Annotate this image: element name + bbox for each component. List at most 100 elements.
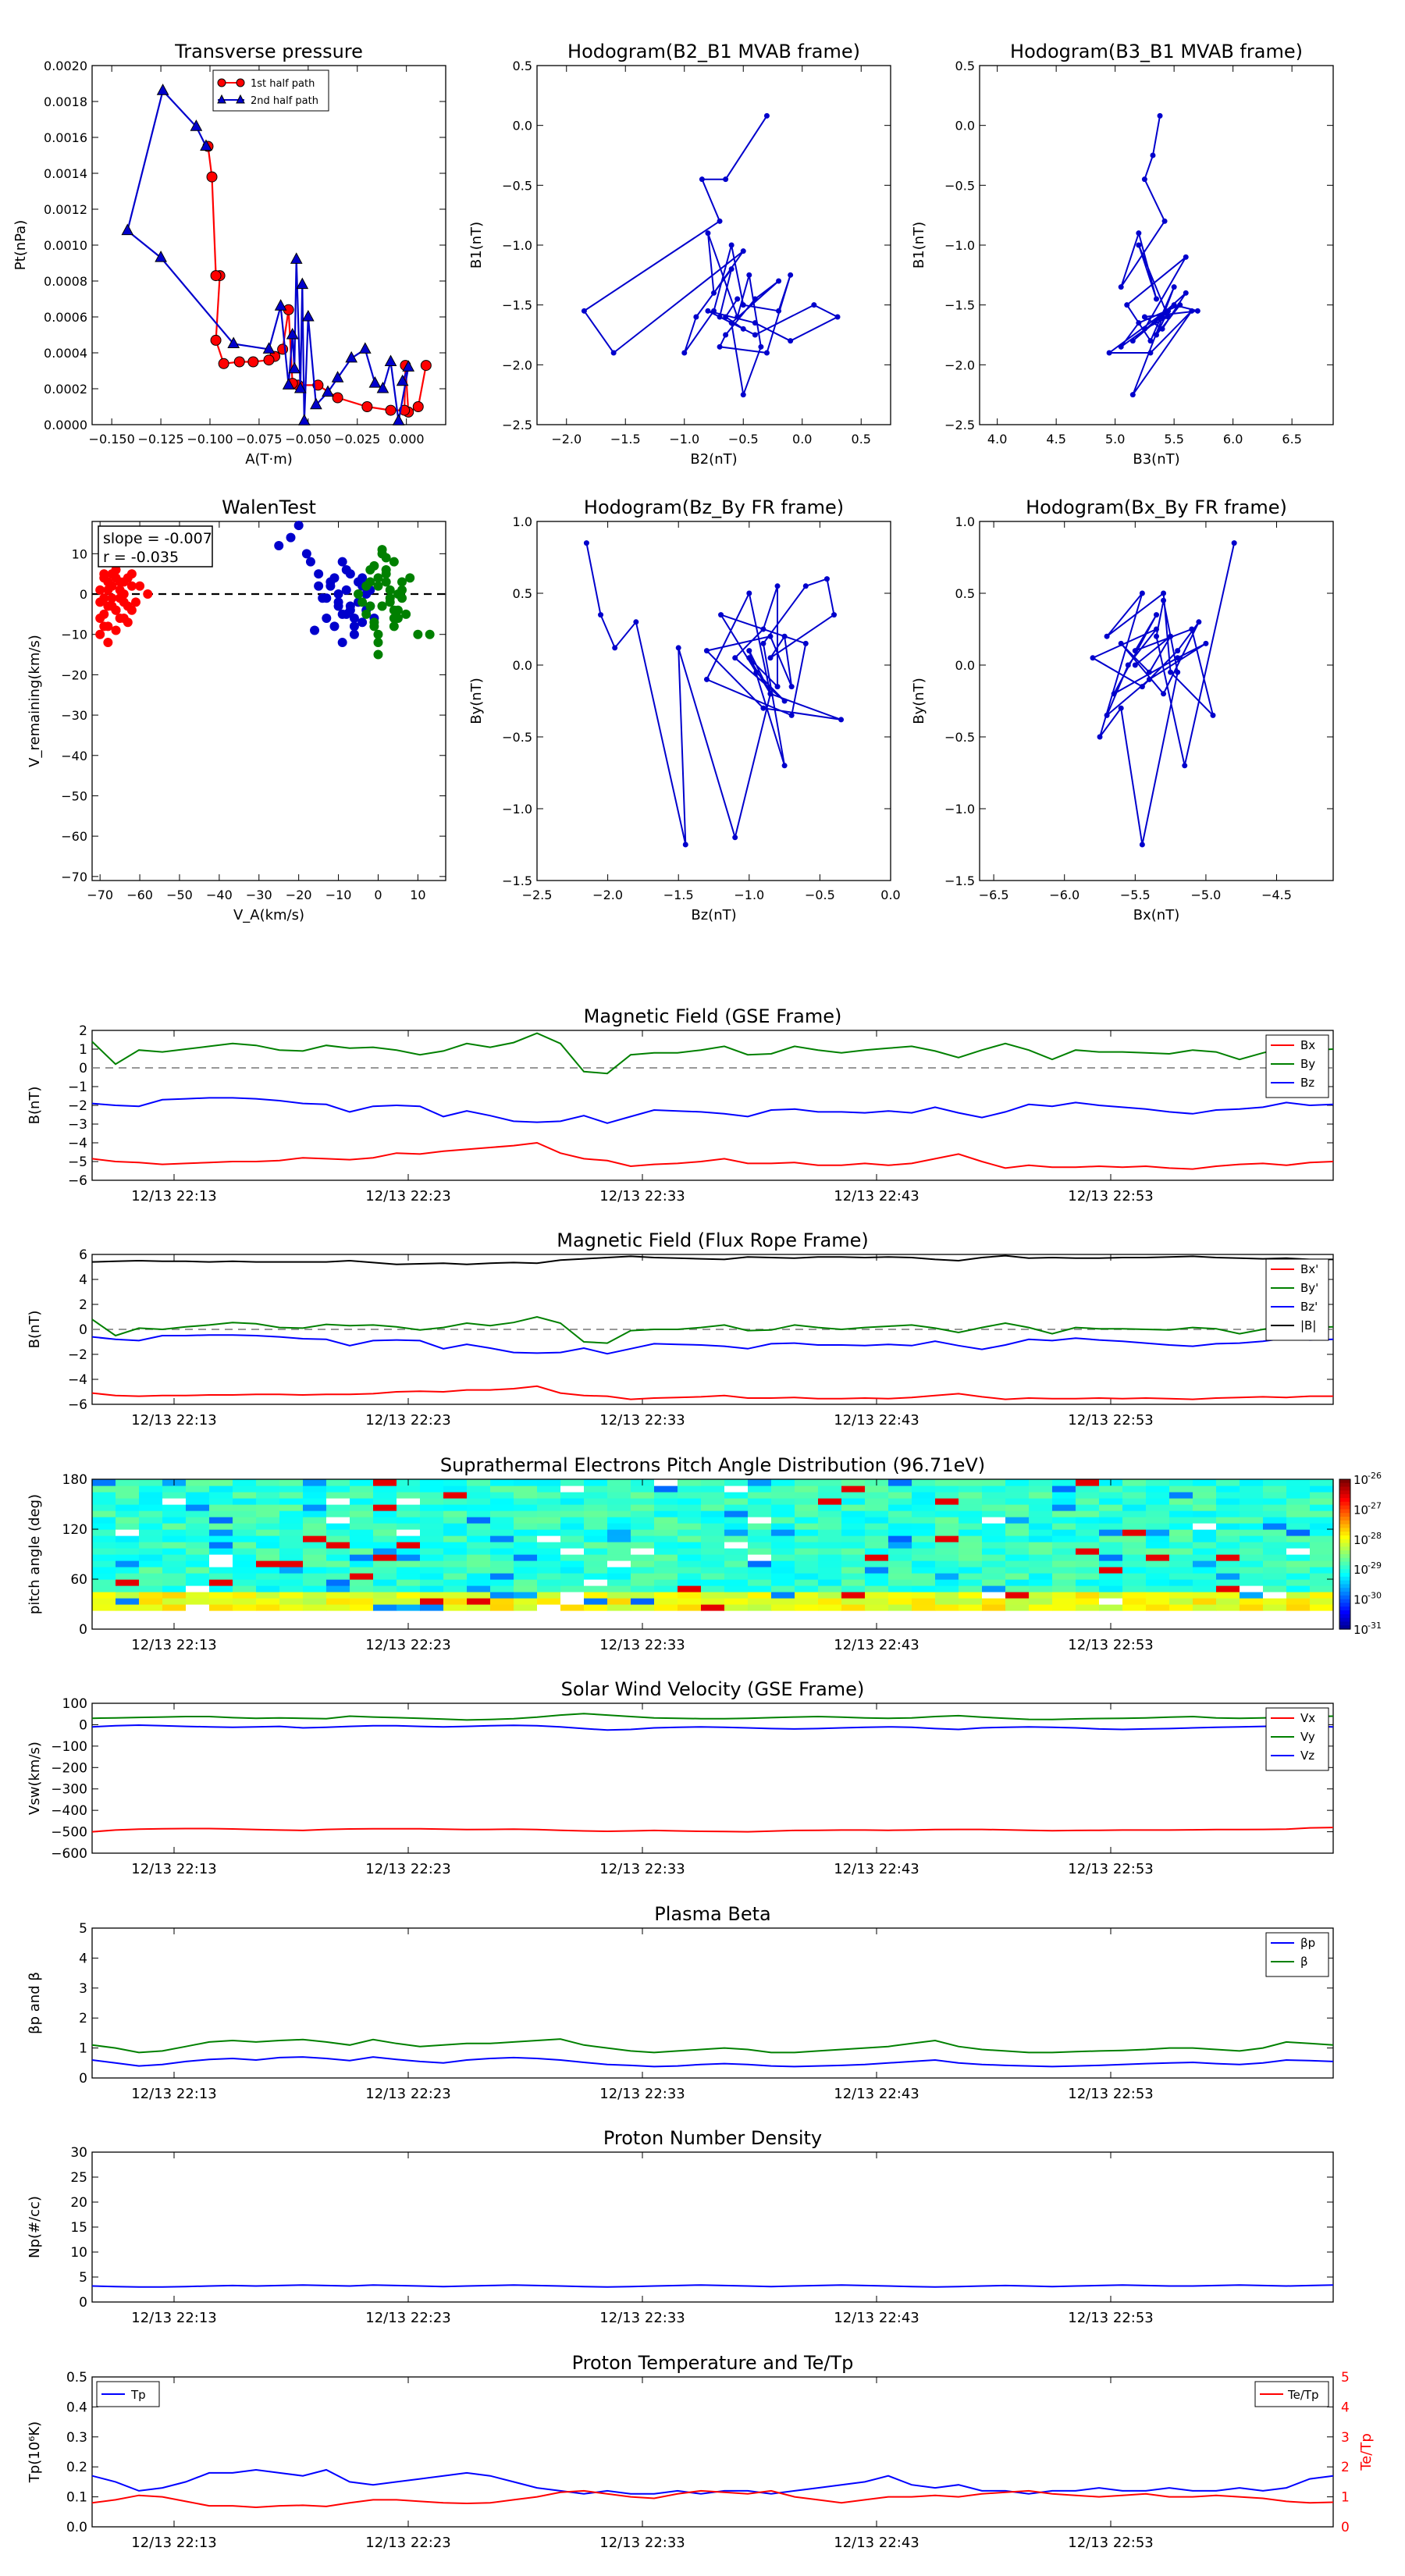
pt-triangle-point <box>155 251 167 262</box>
pad-heatmap-cell <box>1240 1598 1264 1605</box>
walen-scatter-point <box>293 521 304 531</box>
pad-colorbar-band <box>1339 1486 1350 1491</box>
pad-heatmap-cell <box>1122 1492 1147 1499</box>
hxy-title: Hodogram(Bx_By FR frame) <box>1026 496 1287 518</box>
pad-heatmap-cell <box>490 1585 514 1592</box>
pt-ytick-label: 0.0004 <box>44 346 87 361</box>
pad-heatmap-cell <box>678 1479 702 1486</box>
pad-heatmap-cell <box>1076 1523 1100 1530</box>
hb21-data-point <box>758 343 764 350</box>
pad-heatmap-cell <box>1052 1585 1076 1592</box>
walen-scatter-point <box>99 569 109 579</box>
pad-heatmap-cell <box>818 1573 842 1580</box>
pad-colorbar-band <box>1339 1584 1350 1589</box>
pad-heatmap-cell <box>841 1585 866 1592</box>
pad-heatmap-cell <box>233 1554 257 1561</box>
pad-heatmap-cell <box>1005 1504 1030 1511</box>
pad-heatmap-cell <box>607 1535 631 1542</box>
walen-ytick-label: −70 <box>61 870 87 884</box>
pad-heatmap-cell <box>116 1542 140 1549</box>
hxy-data-point <box>1111 691 1117 697</box>
hzy-plot-frame <box>536 521 891 881</box>
pad-heatmap-cell <box>537 1529 561 1536</box>
pad-heatmap-cell <box>1263 1579 1287 1586</box>
pad-heatmap-cell <box>1099 1498 1123 1505</box>
pad-ytick-label: 180 <box>62 1472 87 1488</box>
pad-heatmap-cell <box>935 1504 959 1511</box>
pad-heatmap-cell <box>209 1554 233 1561</box>
pad-heatmap-cell <box>841 1517 866 1524</box>
hzy-data-point <box>703 648 710 654</box>
pad-heatmap-cell <box>139 1542 163 1549</box>
pad-heatmap-cell <box>350 1498 374 1505</box>
pad-heatmap-cell <box>162 1567 187 1574</box>
pad-colorbar-band <box>1339 1565 1350 1570</box>
pt-triangle-point <box>297 414 311 425</box>
pad-heatmap-cell <box>373 1554 397 1561</box>
pad-heatmap-cell <box>607 1560 631 1567</box>
pad-heatmap-cell <box>1146 1548 1170 1555</box>
pad-heatmap-cell <box>959 1529 983 1536</box>
pad-heatmap-cell <box>701 1567 725 1574</box>
hb31-xtick-label: 6.5 <box>1282 432 1301 447</box>
pad-heatmap-cell <box>116 1535 140 1542</box>
pad-heatmap-cell <box>935 1604 959 1611</box>
pad-heatmap-cell <box>818 1585 842 1592</box>
pad-heatmap-cell <box>795 1523 819 1530</box>
pad-heatmap-cell <box>162 1498 187 1505</box>
pad-heatmap-cell <box>303 1585 327 1592</box>
pad-heatmap-cell <box>654 1479 678 1486</box>
pt-triangle-point <box>288 361 301 374</box>
pad-heatmap-cell <box>443 1492 468 1499</box>
pad-heatmap-cell <box>397 1548 421 1555</box>
pad-heatmap-cell <box>935 1517 959 1524</box>
hxy-data-point <box>1154 626 1159 632</box>
bfr-series-B-line <box>91 1254 1333 1265</box>
hxy-data-point <box>1189 626 1195 632</box>
pad-heatmap-cell <box>865 1592 889 1599</box>
hb21-trajectory-line <box>582 115 840 398</box>
pad-heatmap-cell <box>841 1560 866 1567</box>
pad-heatmap-cell <box>1122 1485 1147 1493</box>
pad-heatmap-cell <box>1076 1548 1100 1555</box>
pad-heatmap-cell <box>1029 1498 1053 1505</box>
pad-heatmap-cell <box>560 1529 585 1536</box>
hb21-data-point <box>740 248 746 254</box>
pad-heatmap-cell <box>92 1479 116 1486</box>
pad-heatmap-cell <box>233 1542 257 1549</box>
pad-heatmap-cell <box>256 1498 280 1505</box>
pad-heatmap-cell <box>233 1548 257 1555</box>
pt-xtick-label: −0.050 <box>285 432 331 447</box>
hb31-data-point <box>1159 326 1165 332</box>
walen-scatter-point <box>401 609 411 619</box>
pad-heatmap-cell <box>631 1523 655 1530</box>
pad-colorbar-band <box>1339 1617 1350 1622</box>
pad-heatmap-cell <box>1240 1573 1264 1580</box>
pad-heatmap-cell <box>607 1567 631 1574</box>
pad-heatmap-cell <box>724 1498 749 1505</box>
pad-heatmap-cell <box>1193 1498 1217 1505</box>
pad-heatmap-cell <box>1099 1523 1123 1530</box>
hb21-title: Hodogram(B2_B1 MVAB frame) <box>567 41 860 62</box>
pad-heatmap-cell <box>1310 1579 1334 1586</box>
tp-ytick-right-label: 2 <box>1341 2460 1350 2475</box>
hb21-data-point <box>717 218 723 224</box>
pad-heatmap-cell <box>1052 1485 1076 1493</box>
pad-colorbar-band <box>1339 1490 1350 1495</box>
pad-heatmap-cell <box>865 1517 889 1524</box>
pad-colorbar-band <box>1339 1625 1350 1630</box>
pad-heatmap-cell <box>1099 1492 1123 1499</box>
pad-heatmap-cell <box>678 1592 702 1599</box>
pad-heatmap-cell <box>443 1542 468 1549</box>
pad-colorbar-band <box>1339 1595 1350 1600</box>
hzy-data-point <box>760 640 767 646</box>
pad-heatmap-cell <box>92 1560 116 1567</box>
pad-heatmap-cell <box>1099 1579 1123 1586</box>
pad-heatmap-cell <box>1216 1548 1240 1555</box>
pad-heatmap-cell <box>1005 1535 1030 1542</box>
pad-heatmap-cell <box>397 1592 421 1599</box>
walen-xtick-label: −50 <box>166 888 193 902</box>
pad-heatmap-cell <box>1263 1504 1287 1511</box>
vsw-ytick-label: −600 <box>51 1846 87 1862</box>
